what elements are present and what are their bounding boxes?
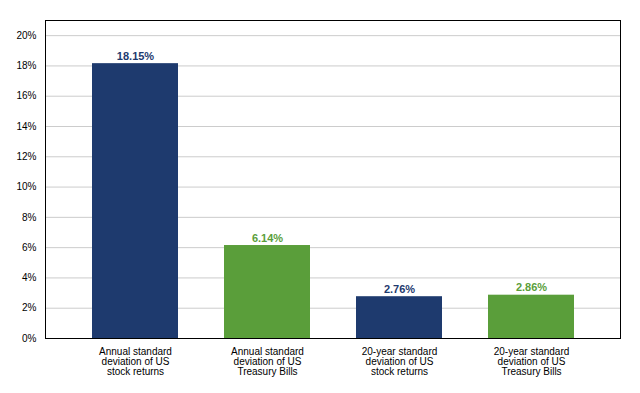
svg-text:12%: 12%: [16, 151, 36, 162]
svg-text:Annual standarddeviation of US: Annual standarddeviation of USTreasury B…: [231, 346, 304, 377]
svg-text:2.76%: 2.76%: [384, 283, 415, 295]
svg-text:6.14%: 6.14%: [252, 232, 283, 244]
svg-text:8%: 8%: [22, 212, 37, 223]
svg-text:6%: 6%: [22, 242, 37, 253]
svg-text:20-year standarddeviation of U: 20-year standarddeviation of USstock ret…: [362, 346, 438, 377]
svg-text:0%: 0%: [22, 333, 37, 344]
svg-text:20%: 20%: [16, 30, 36, 41]
svg-text:2%: 2%: [22, 302, 37, 313]
svg-text:20-year standarddeviation of U: 20-year standarddeviation of USTreasury …: [494, 346, 570, 377]
svg-text:16%: 16%: [16, 90, 36, 101]
svg-text:18.15%: 18.15%: [117, 50, 155, 62]
svg-text:10%: 10%: [16, 181, 36, 192]
svg-text:4%: 4%: [22, 272, 37, 283]
svg-text:18%: 18%: [16, 60, 36, 71]
svg-text:14%: 14%: [16, 121, 36, 132]
svg-text:Annual standarddeviation of US: Annual standarddeviation of USstock retu…: [99, 346, 172, 377]
svg-text:2.86%: 2.86%: [516, 281, 547, 293]
